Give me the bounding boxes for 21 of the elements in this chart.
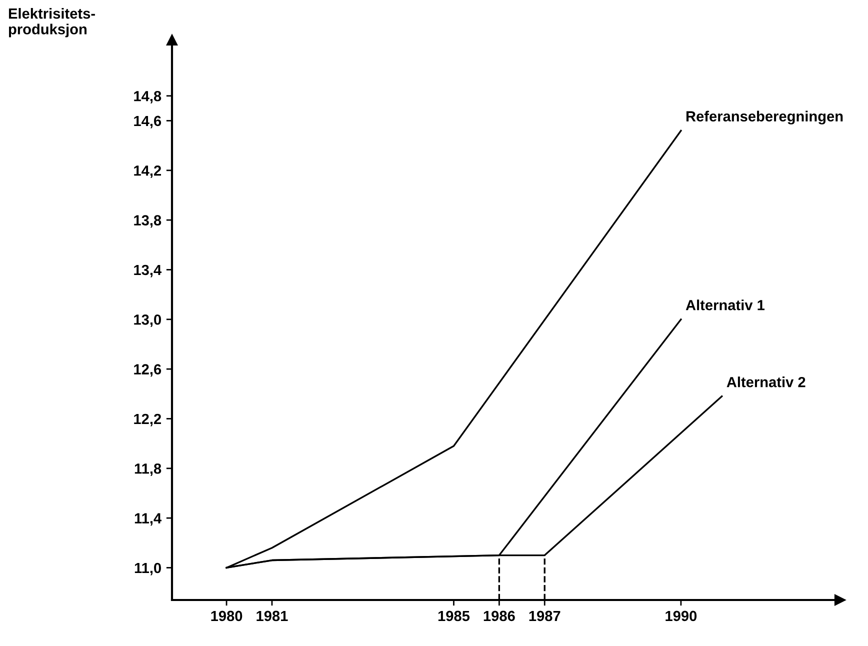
y-tick-label: 11,0	[134, 562, 161, 576]
series-label: Alternativ 1	[686, 300, 765, 310]
y-tick-label: 11,8	[134, 463, 162, 476]
y-tick-label: 14,8	[134, 90, 162, 104]
x-tick-label: 1980	[211, 610, 242, 622]
x-tick-label: 1987	[529, 610, 560, 622]
y-tick-label: 13,8	[134, 215, 162, 228]
y-tick-label: 14,2	[134, 165, 161, 178]
y-tick-label: 11,4	[134, 513, 162, 526]
x-tick-label: 1990	[666, 610, 697, 622]
x-tick-label: 1981	[256, 610, 288, 622]
y-tick-label: 14,6	[134, 116, 162, 128]
x-tick-label: 1986	[484, 610, 515, 622]
y-axis-title: Elektrisitets- produksjon	[8, 8, 95, 38]
series-label: Referanseberegningen	[686, 110, 843, 124]
y-tick-label: 13,0	[134, 314, 161, 327]
y-tick-label: 12,2	[134, 414, 161, 426]
x-tick-label: 1985	[438, 610, 470, 622]
y-tick-label: 13,4	[134, 264, 162, 278]
y-tick-label: 12,6	[134, 364, 162, 377]
series-label: Alternativ 2	[726, 376, 806, 388]
